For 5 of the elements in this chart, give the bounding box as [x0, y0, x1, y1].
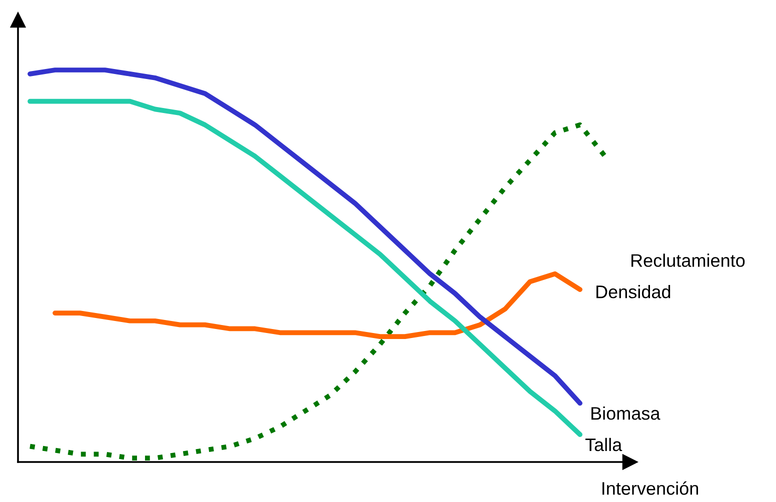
series-label: Talla — [585, 438, 622, 452]
series-label: Densidad — [596, 285, 670, 298]
text: Reclutamiento — [631, 254, 745, 267]
x-axis-title: Intervención — [602, 481, 698, 495]
series-label: Biomasa — [591, 406, 660, 420]
